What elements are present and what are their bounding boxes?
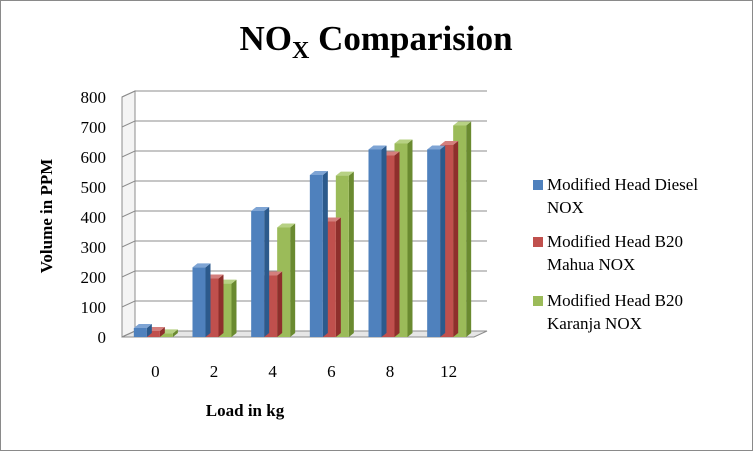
y-tick-label: 100 (81, 298, 107, 317)
gridline (121, 120, 487, 128)
x-tick-label: 6 (327, 362, 336, 381)
x-tick-label: 2 (210, 362, 219, 381)
y-axis-title: Volume in PPM (37, 159, 56, 274)
x-tick-label: 12 (440, 362, 457, 381)
legend-item: Modified Head Diesel NOX (533, 175, 698, 217)
legend-label: Karanja NOX (547, 314, 642, 333)
y-tick-label: 400 (81, 208, 107, 227)
legend-label: Modified Head Diesel (547, 175, 698, 194)
legend-item: Modified Head B20 Mahua NOX (533, 232, 683, 274)
legend-swatch (533, 180, 543, 190)
bar (368, 145, 387, 337)
x-tick-label: 4 (268, 362, 277, 381)
legend-label: Modified Head B20 (547, 232, 683, 251)
y-tick-label: 500 (81, 178, 107, 197)
plot-area: 0 100 200 300 400 500 600 700 800 0 2 4 6 8 12 (81, 88, 488, 381)
legend-label: Modified Head B20 (547, 291, 683, 310)
gridline (121, 90, 487, 98)
legend-label: NOX (547, 198, 584, 217)
legend-item: Modified Head B20 Karanja NOX (533, 291, 683, 333)
legend: Modified Head Diesel NOX Modified Head B20… (533, 175, 698, 333)
legend-label: Mahua NOX (547, 255, 635, 274)
legend-swatch (533, 237, 543, 247)
legend-swatch (533, 296, 543, 306)
y-tick-label: 600 (81, 148, 107, 167)
y-tick-label: 200 (81, 268, 107, 287)
y-tick-label: 800 (81, 88, 107, 107)
bar (192, 263, 211, 337)
y-tick-label: 700 (81, 118, 107, 137)
bar (309, 171, 328, 337)
x-axis-title: Load in kg (206, 401, 285, 420)
bar (133, 324, 152, 337)
x-tick-label: 8 (386, 362, 395, 381)
y-tick-label: 300 (81, 238, 107, 257)
chart-title: NOX Comparision (239, 19, 512, 64)
x-tick-label: 0 (151, 362, 160, 381)
y-tick-label: 0 (98, 328, 107, 347)
bar (427, 145, 446, 337)
bar (251, 207, 270, 337)
